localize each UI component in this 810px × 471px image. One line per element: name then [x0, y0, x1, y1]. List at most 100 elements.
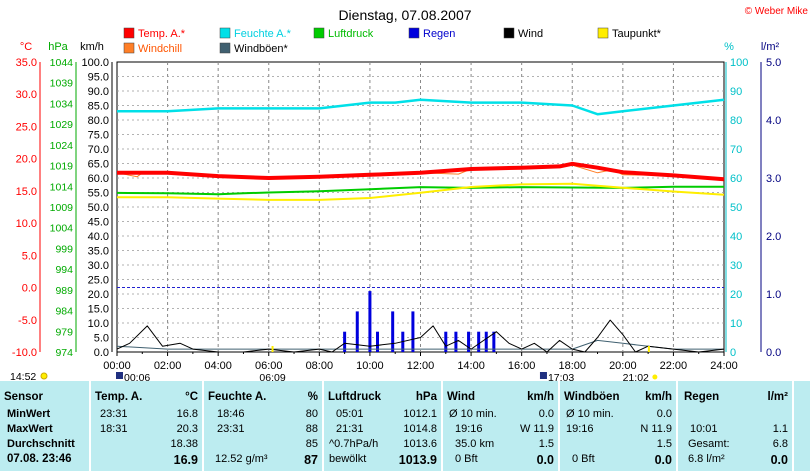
rain-bar [376, 331, 380, 352]
statistics-table: Sensor MinWert MaxWert Durchschnitt 07.0… [0, 381, 810, 471]
sun-dot [652, 374, 658, 380]
gust-max-time: 19:16 [566, 423, 594, 435]
rain-bar [368, 291, 372, 352]
wind-tick-label: 5.0 [94, 333, 109, 345]
chart-title: Dienstag, 07.08.2007 [338, 7, 471, 23]
series-line-windb-en [116, 339, 724, 350]
temp-max-value: 20.3 [176, 423, 198, 435]
pressure-tick-label: 1024 [50, 140, 74, 152]
rain-bar [411, 311, 415, 352]
pressure-max-value: 1014.8 [403, 423, 437, 435]
rain-column: Regen l/m² 10:01 1.1 Gesamt: 6.8 6.8 l/m… [678, 381, 792, 471]
temp-tick-label: -10.0 [12, 347, 37, 359]
wind-column: Wind km/h Ø 10 min. 0.0 19:16 W 11.9 35.… [443, 381, 558, 471]
x-tick-label: 20:00 [609, 360, 637, 372]
rain-tick-label: 0.0 [766, 347, 781, 359]
temp-tick-label: 0.0 [22, 283, 37, 295]
weather-chart: Dienstag, 07.08.2007 © Weber Mike Temp. A.… [10, 6, 808, 381]
wind-max-time: 19:16 [455, 423, 483, 435]
x-tick-label: 18:00 [558, 360, 586, 372]
wind-tick-label: 30.0 [88, 260, 109, 272]
wind-tick-label: 25.0 [88, 275, 109, 287]
gust-max-value: N 11.9 [640, 423, 672, 435]
wind-tick-label: 45.0 [88, 217, 109, 229]
temp-axis-unit: °C [20, 41, 32, 53]
humidity-tick-label: 80 [730, 115, 742, 127]
wind-beaufort: 0 Bft [455, 453, 478, 465]
humidity-tick-label: 30 [730, 260, 742, 272]
pressure-min-value: 1012.1 [403, 408, 437, 420]
weather-forecast: bewölkt [329, 453, 367, 465]
maxwert-label: MaxWert [7, 423, 53, 435]
humidity-tick-label: 50 [730, 202, 742, 214]
wind-tick-label: 35.0 [88, 246, 109, 258]
sunrise-bottom-label: 06:09 [259, 372, 285, 381]
wind-tick-label: 50.0 [88, 202, 109, 214]
pressure-tick-label: 1034 [50, 98, 74, 110]
temp-tick-label: 30.0 [16, 89, 37, 101]
pressure-tick-label: 979 [55, 326, 73, 338]
temp-header: Temp. A. [95, 391, 143, 403]
gust-beaufort: 0 Bft [572, 453, 595, 465]
pressure-min-time: 05:01 [336, 408, 364, 420]
rain-tick-label: 3.0 [766, 173, 781, 185]
rain-current-value: 0.0 [770, 453, 788, 467]
wind-avg-label: Ø 10 min. [449, 408, 497, 420]
humidity-unit: % [307, 391, 318, 403]
pressure-tick-label: 1009 [50, 202, 74, 214]
x-tick-label: 06:00 [255, 360, 283, 372]
wind-tick-label: 80.0 [88, 115, 109, 127]
sunset-marker [539, 372, 547, 379]
pressure-tick-label: 1004 [50, 223, 74, 235]
x-tick-label: 10:00 [356, 360, 384, 372]
wind-tick-label: 90.0 [88, 86, 109, 98]
wind-tick-label: 100.0 [81, 57, 109, 69]
temp-column: Temp. A. °C 23:31 16.8 18:31 20.3 18.38 … [91, 381, 202, 471]
wind-tick-label: 70.0 [88, 144, 109, 156]
humidity-tick-label: 0 [730, 347, 736, 359]
humidity-max-time: 23:31 [217, 423, 245, 435]
rain-axis-unit: l/m² [761, 41, 780, 53]
temp-min-time: 23:31 [100, 408, 128, 420]
gust-mean-value: 1.5 [656, 438, 672, 450]
pressure-axis-unit: hPa [48, 41, 68, 53]
pressure-tick-label: 984 [55, 306, 73, 318]
wind-tick-label: 15.0 [88, 304, 109, 316]
rain-amount: 6.8 l/m² [688, 453, 725, 465]
wind-tick-label: 75.0 [88, 130, 109, 142]
sunset-top-label: 17:03 [548, 372, 574, 381]
rain-tick-label: 5.0 [766, 57, 781, 69]
gust-header: Windböen [564, 391, 620, 403]
wind-max-value: W 11.9 [519, 423, 554, 435]
pressure-tick-label: 1019 [50, 161, 74, 173]
series-line-taupunkt [117, 182, 725, 201]
pressure-tick-label: 1044 [50, 57, 74, 69]
x-tick-label: 16:00 [508, 360, 536, 372]
durchschnitt-label: Durchschnitt [7, 438, 75, 450]
legend-label: Windchill [138, 43, 182, 55]
pressure-tick-label: 1014 [50, 181, 74, 193]
wind-tick-label: 65.0 [88, 159, 109, 171]
humidity-tick-label: 100 [730, 57, 748, 69]
temp-min-value: 16.8 [176, 408, 198, 420]
pressure-column: Luftdruck hPa 05:01 1012.1 21:31 1014.8 … [324, 381, 441, 471]
legend-label: Temp. A.* [138, 28, 186, 40]
rain-max-value: 1.1 [772, 423, 788, 435]
wind-tick-label: 95.0 [88, 72, 109, 84]
wind-header: Wind [447, 391, 475, 403]
humidity-tick-label: 40 [730, 231, 742, 243]
humidity-avg-value: 85 [305, 438, 318, 450]
wind-unit: km/h [527, 391, 554, 403]
legend-swatch [503, 27, 515, 39]
rain-max-time: 10:01 [690, 423, 718, 435]
x-tick-label: 22:00 [660, 360, 688, 372]
temp-tick-label: 20.0 [16, 154, 37, 166]
rain-total-value: 6.8 [772, 438, 788, 450]
legend-label: Feuchte A.* [234, 28, 292, 40]
rain-bar [492, 331, 496, 352]
humidity-header: Feuchte A. [208, 391, 267, 403]
wind-tick-label: 55.0 [88, 188, 109, 200]
x-tick-label: 12:00 [407, 360, 435, 372]
sunset-bottom-label: 21:02 [623, 372, 649, 381]
legend-label: Taupunkt* [612, 28, 662, 40]
